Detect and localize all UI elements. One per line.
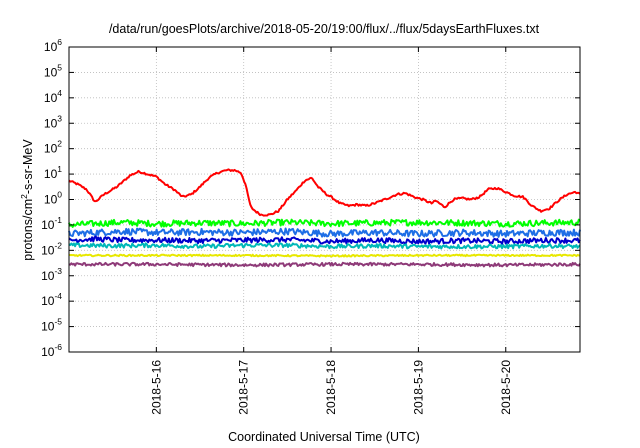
y-tick-label: 10-5 <box>41 317 62 334</box>
x-axis-label: Coordinated Universal Time (UTC) <box>228 430 420 444</box>
series-line <box>68 227 581 238</box>
grid-lines <box>69 47 580 352</box>
series-line <box>68 235 581 245</box>
series-line <box>68 242 581 250</box>
y-tick-label: 10-6 <box>41 342 62 359</box>
y-tick-label: 10-1 <box>41 215 62 232</box>
y-tick-label: 101 <box>44 164 62 181</box>
x-tick-label: 2018-5-17 <box>237 360 251 415</box>
y-tick-label: 104 <box>44 88 62 105</box>
x-tick-label: 2018-5-20 <box>499 360 513 415</box>
series-line <box>68 218 581 228</box>
y-axis-label: protons/cm2-s-sr-MeV <box>19 139 35 261</box>
y-tick-label: 10-2 <box>41 240 62 257</box>
y-tick-label: 105 <box>44 62 62 79</box>
y-tick-label: 100 <box>44 190 62 207</box>
series-line <box>68 261 581 268</box>
x-tick-label: 2018-5-16 <box>149 360 163 415</box>
x-tick-label: 2018-5-19 <box>411 360 425 415</box>
x-tick-label: 2018-5-18 <box>324 360 338 415</box>
y-tick-label: 10-3 <box>41 266 62 283</box>
series-line <box>68 168 581 217</box>
data-series <box>68 168 581 268</box>
axis-ticks: 10-6 10-5 10-4 10-3 10-2 10-1 100 101 102 103 104 1… <box>41 37 580 415</box>
y-tick-label: 106 <box>44 37 62 54</box>
y-tick-label: 10-4 <box>41 291 62 308</box>
series-line <box>68 253 581 258</box>
y-tick-label: 103 <box>44 113 62 130</box>
y-tick-label: 102 <box>44 139 62 156</box>
chart-title: /data/run/goesPlots/archive/2018-05-20/1… <box>109 22 540 36</box>
